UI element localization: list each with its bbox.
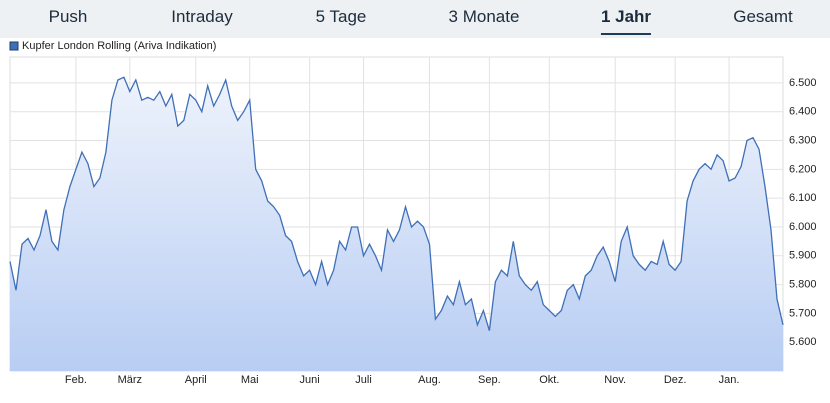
y-tick-label: 6.200 — [789, 163, 817, 175]
tab[interactable]: 3 Monate — [448, 7, 520, 26]
x-tick-label: Juli — [355, 374, 372, 386]
x-tick-label: Feb. — [65, 374, 87, 386]
line — [9, 76, 784, 331]
x-tick-label: Juni — [300, 374, 320, 386]
tab[interactable]: Intraday — [171, 7, 233, 26]
y-tick-label: 6.100 — [789, 192, 817, 204]
x-tick-label: Dez. — [664, 374, 687, 386]
y-tick-label: 6.300 — [789, 134, 817, 146]
y-tick-label: 5.800 — [789, 278, 817, 290]
y-tick-label: 5.700 — [789, 307, 817, 319]
chart: 5.600 5.700 5.800 5.900 6.000 6.100 6.200 6.300… — [9, 40, 817, 386]
legend-swatch — [9, 41, 19, 51]
x-tick-label: Nov. — [604, 374, 626, 386]
x-tick-label: Sep. — [478, 374, 501, 386]
x-tick-label: April — [185, 374, 207, 386]
tab-bar: Push Intraday 5 Tage 3 Monate 1 Jahr Gesamt — [0, 0, 830, 38]
y-tick-label: 6.500 — [789, 77, 817, 89]
y-tick-label: 5.600 — [789, 336, 817, 348]
tab[interactable]: Push — [48, 7, 88, 26]
legend-label: Kupfer London Rolling (Ariva Indikation) — [22, 40, 216, 52]
x-tick-label: Mai — [241, 374, 259, 386]
tab[interactable]: 1 Jahr — [600, 7, 652, 35]
tab[interactable]: 5 Tage — [315, 7, 367, 26]
y-tick-label: 6.000 — [789, 221, 817, 233]
x-tick-label: Aug. — [418, 374, 441, 386]
x-tick-label: Okt. — [539, 374, 559, 386]
x-tick-label: Jan. — [719, 374, 740, 386]
y-tick-label: 6.400 — [789, 106, 817, 118]
x-tick-label: März — [118, 374, 142, 386]
y-tick-label: 5.900 — [789, 250, 817, 262]
tab[interactable]: Gesamt — [733, 7, 793, 26]
area-fill — [10, 77, 783, 371]
